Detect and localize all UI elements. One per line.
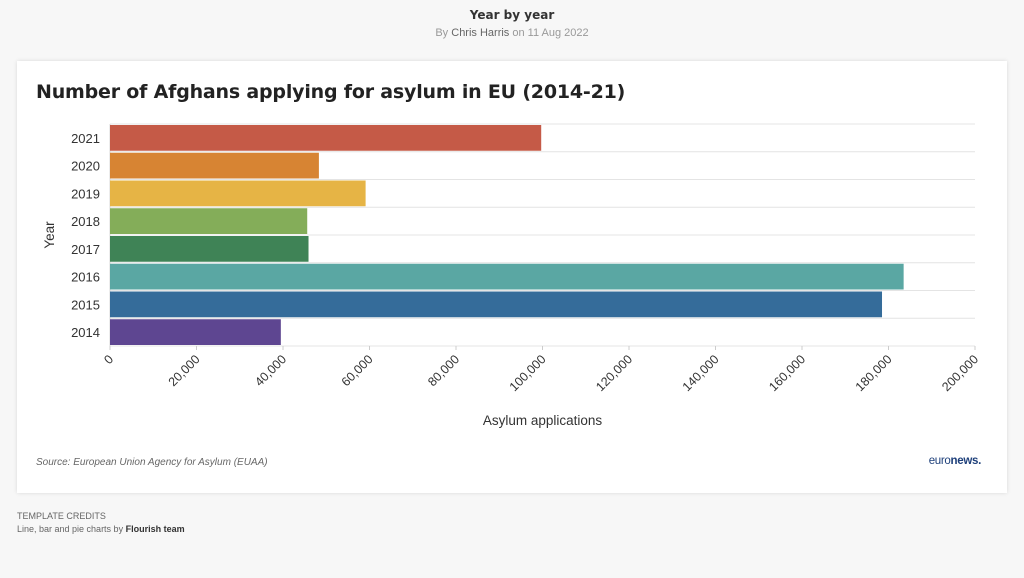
category-label: 2016 (71, 270, 100, 285)
page-title: Year by year (469, 8, 555, 22)
category-label: 2018 (71, 214, 100, 229)
category-label: 2015 (71, 297, 100, 312)
bar-2020[interactable] (110, 152, 319, 179)
chart-card: Number of Afghans applying for asylum in… (17, 61, 1007, 493)
bar-2019[interactable] (110, 180, 366, 207)
bar-2015[interactable] (110, 291, 883, 318)
x-tick-label: 40,000 (252, 352, 289, 389)
credits-team-link[interactable]: Flourish team (125, 524, 185, 534)
byline-prefix: By (435, 27, 449, 39)
category-label: 2017 (71, 242, 100, 257)
bar-2016[interactable] (110, 263, 904, 290)
credits-text: Line, bar and pie charts by (17, 524, 124, 534)
logo-part-b: news. (950, 455, 982, 467)
page-header: Year by year By Chris Harris on 11 Aug 2… (0, 8, 1024, 39)
category-label: 2020 (71, 159, 100, 174)
credits-line: Line, bar and pie charts by Flourish tea… (17, 523, 185, 536)
bar-2017[interactable] (110, 236, 309, 262)
byline: By Chris Harris on 11 Aug 2022 (0, 27, 1024, 39)
x-tick-label: 60,000 (339, 352, 376, 389)
author-link[interactable]: Chris Harris (451, 27, 510, 39)
x-axis-title: Asylum applications (483, 413, 603, 428)
x-tick-label: 200,000 (939, 352, 981, 394)
x-tick-label: 80,000 (425, 352, 462, 389)
bar-2014[interactable] (110, 319, 281, 345)
y-axis-title: Year (42, 221, 57, 249)
bar-2021[interactable] (110, 125, 542, 151)
chart-title: Number of Afghans applying for asylum in… (36, 81, 626, 103)
x-tick-label: 100,000 (507, 352, 549, 394)
x-tick-label: 0 (101, 352, 116, 367)
category-label: 2019 (71, 186, 100, 201)
x-tick-label: 180,000 (853, 352, 895, 394)
template-credits: TEMPLATE CREDITS Line, bar and pie chart… (17, 510, 185, 536)
logo-part-a: euro (928, 455, 951, 467)
category-label: 2014 (71, 325, 100, 340)
byline-date: on 11 Aug 2022 (512, 27, 589, 39)
x-tick-label: 20,000 (166, 352, 203, 389)
source-note: Source: European Union Agency for Asylum… (36, 457, 268, 468)
category-label: 2021 (71, 131, 100, 146)
credits-label: TEMPLATE CREDITS (17, 511, 106, 521)
x-tick-label: 120,000 (593, 352, 635, 394)
x-tick-label: 140,000 (680, 352, 722, 394)
bar-2018[interactable] (110, 208, 308, 234)
euronews-logo: euronews. (928, 455, 982, 467)
x-tick-label: 160,000 (766, 352, 808, 394)
